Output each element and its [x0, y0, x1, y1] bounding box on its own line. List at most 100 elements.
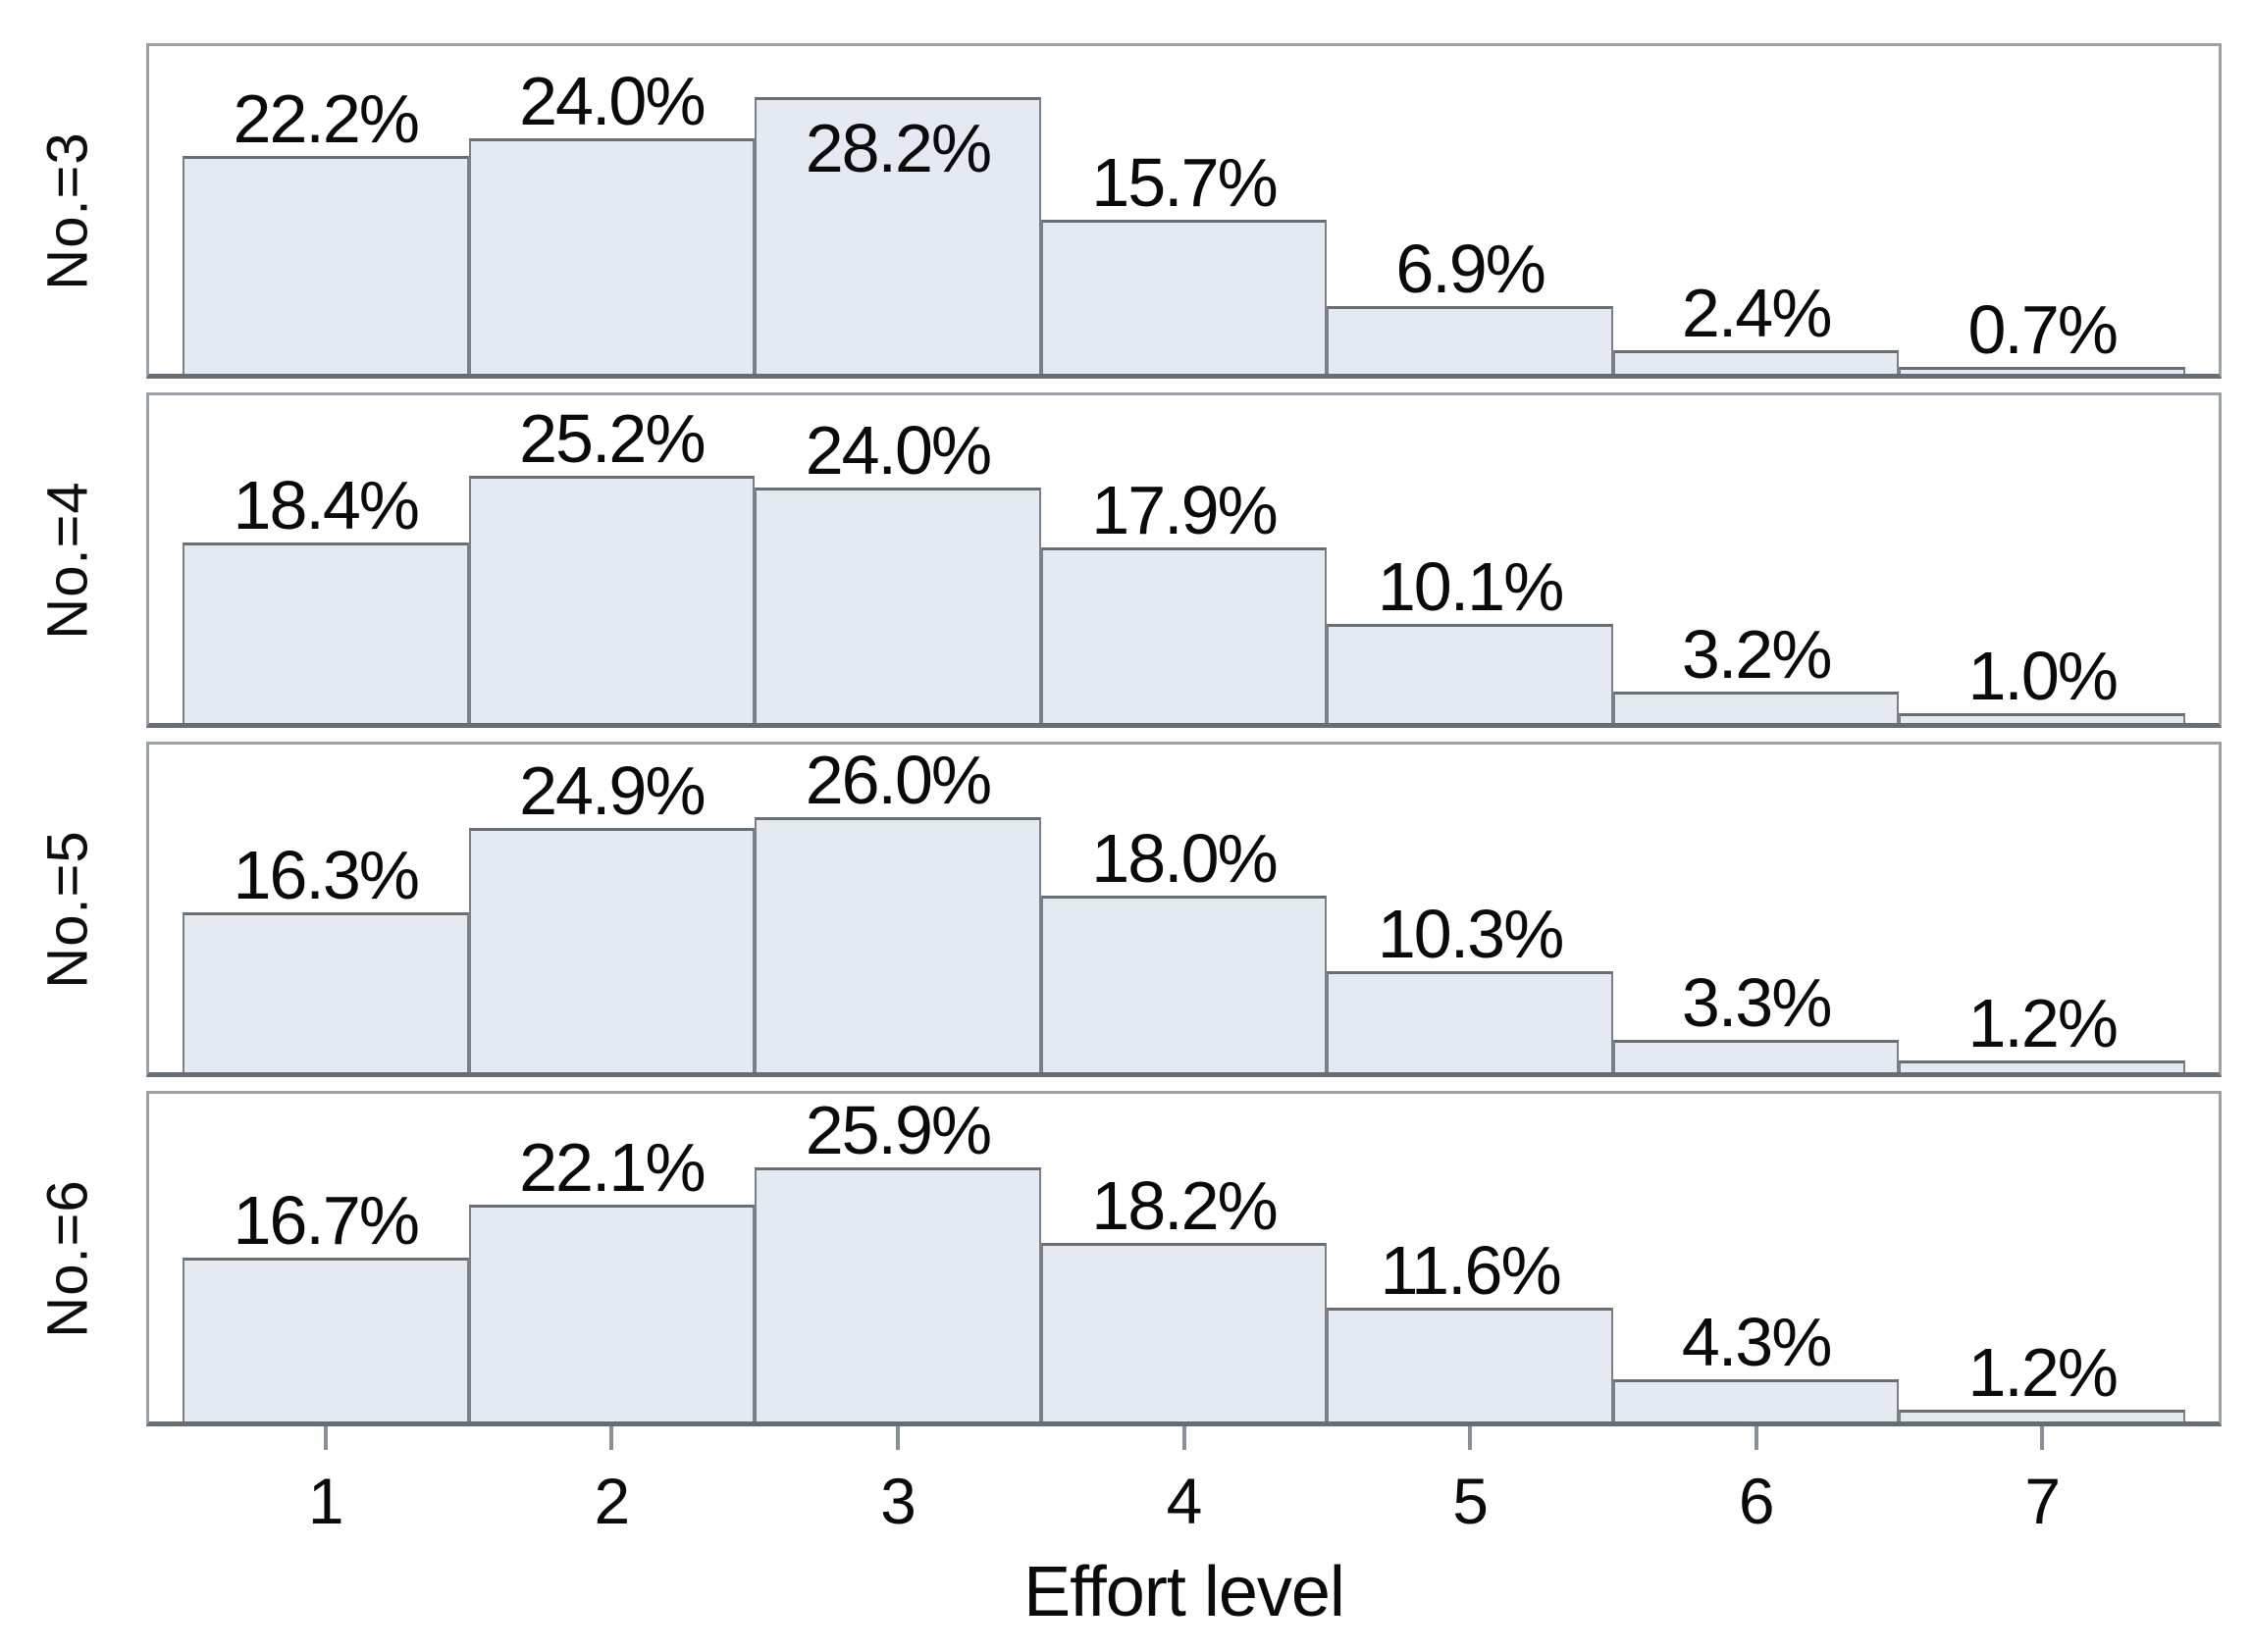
- bar: 22.2%: [183, 84, 469, 374]
- bar: 25.2%: [468, 404, 756, 723]
- bar: 3.3%: [1612, 968, 1900, 1072]
- facet-panel: 18.4% 25.2% 24.0% 17.9% 10.1% 3.2% 1.0%: [146, 392, 2222, 728]
- bar-value-label: 16.3%: [233, 836, 420, 913]
- tick-cell: 3: [755, 1426, 1041, 1538]
- bar: 28.2%: [755, 97, 1041, 374]
- bar: 16.7%: [183, 1186, 469, 1421]
- facet-ylabel-cell: No.=3: [0, 43, 146, 379]
- tick-cell: 6: [1613, 1426, 1900, 1538]
- bar: 4.3%: [1612, 1308, 1900, 1421]
- bar-value-label: 18.2%: [1091, 1166, 1278, 1244]
- facet-panel: 16.7% 22.1% 25.9% 18.2% 11.6% 4.3% 1.2%: [146, 1091, 2222, 1426]
- bar-value-label: 4.3%: [1681, 1303, 1833, 1380]
- bar: 22.1%: [468, 1133, 756, 1421]
- bar: 3.2%: [1612, 620, 1900, 723]
- tick-mark: [323, 1426, 328, 1450]
- facet-panel: 16.3% 24.9% 26.0% 18.0% 10.3% 3.3% 1.2%: [146, 742, 2222, 1077]
- bar: 18.2%: [1040, 1171, 1328, 1421]
- facet-panel: 22.2% 24.0% 28.2% 15.7% 6.9% 2.4% 0.7%: [146, 43, 2222, 379]
- bar-value-label: 17.9%: [1091, 471, 1278, 548]
- bar-value-label: 2.4%: [1681, 274, 1833, 351]
- tick-cell: 4: [1041, 1426, 1328, 1538]
- bar: 24.9%: [468, 756, 756, 1072]
- bar: 10.1%: [1327, 552, 1613, 723]
- x-axis-ticks-row: 1 2 3 4 5 6 7: [146, 1426, 2222, 1538]
- tick-label: 7: [2024, 1465, 2061, 1537]
- bar-value-label: 1.0%: [1967, 637, 2119, 714]
- tick-label: 1: [307, 1465, 344, 1537]
- facet-ylabel-cell: No.=5: [0, 742, 146, 1077]
- bar: 6.9%: [1327, 234, 1613, 374]
- bar-value-label: 10.1%: [1377, 547, 1564, 625]
- tick-label: 2: [594, 1465, 631, 1537]
- tick-label: 4: [1166, 1465, 1203, 1537]
- tick-mark: [1754, 1426, 1758, 1450]
- facet-ylabel: No.=5: [35, 830, 100, 989]
- tick-cell: 1: [183, 1426, 469, 1538]
- tick-mark: [609, 1426, 614, 1450]
- facet-ylabel-cell: No.=6: [0, 1091, 146, 1426]
- panel-row: No.=4 18.4% 25.2% 24.0% 17.9% 10.1% 3.2% 1.0%: [0, 392, 2222, 728]
- bar-value-label: 22.1%: [519, 1128, 706, 1206]
- bar: 25.9%: [755, 1096, 1041, 1421]
- tick-cell: 5: [1327, 1426, 1613, 1538]
- bar: 0.7%: [1899, 295, 2186, 374]
- bar: 18.0%: [1040, 824, 1328, 1072]
- bar-value-label: 25.2%: [519, 399, 706, 477]
- bar: 15.7%: [1040, 148, 1328, 374]
- bar-value-label: 28.2%: [805, 110, 992, 186]
- facet-ylabel: No.=4: [35, 481, 100, 640]
- tick-mark: [1181, 1426, 1186, 1450]
- bar-value-label: 11.6%: [1380, 1231, 1561, 1309]
- tick-cell: 2: [469, 1426, 756, 1538]
- bar-value-label: 25.9%: [805, 1091, 992, 1168]
- panel-row: No.=6 16.7% 22.1% 25.9% 18.2% 11.6% 4.3% 1.2%: [0, 1091, 2222, 1426]
- facet-ylabel-cell: No.=4: [0, 392, 146, 728]
- bar-value-label: 0.7%: [1967, 290, 2119, 368]
- bar: 2.4%: [1612, 279, 1900, 374]
- tick-label: 5: [1452, 1465, 1489, 1537]
- tick-label: 6: [1738, 1465, 1775, 1537]
- bar: 1.2%: [1899, 989, 2186, 1072]
- tick-mark: [895, 1426, 900, 1450]
- bar: 17.9%: [1040, 476, 1328, 723]
- bar: 24.0%: [755, 416, 1041, 723]
- bar: 24.0%: [468, 67, 756, 374]
- x-axis: 1 2 3 4 5 6 7: [146, 1426, 2222, 1538]
- bar-value-label: 1.2%: [1967, 984, 2119, 1061]
- bar: 18.4%: [183, 471, 469, 723]
- panel-row: No.=5 16.3% 24.9% 26.0% 18.0% 10.3% 3.3% 1.2%: [0, 742, 2222, 1077]
- bar-value-label: 3.3%: [1681, 963, 1833, 1041]
- bar: 10.3%: [1327, 900, 1613, 1072]
- bar: 1.0%: [1899, 642, 2186, 723]
- x-axis-title: Effort level: [1023, 1553, 1345, 1631]
- bar: 11.6%: [1327, 1236, 1613, 1421]
- tick-mark: [2040, 1426, 2045, 1450]
- bar: 1.2%: [1899, 1338, 2186, 1421]
- facet-ylabel: No.=3: [35, 131, 100, 290]
- panel-row: No.=3 22.2% 24.0% 28.2% 15.7% 6.9% 2.4% 0.7%: [0, 43, 2222, 379]
- bar-value-label: 10.3%: [1377, 895, 1564, 972]
- bars-container: 22.2% 24.0% 28.2% 15.7% 6.9% 2.4% 0.7%: [149, 46, 2219, 374]
- bar-value-label: 6.9%: [1395, 230, 1546, 307]
- bar-value-label: 22.2%: [233, 79, 420, 157]
- bar: 16.3%: [183, 841, 469, 1072]
- bar-value-label: 16.7%: [233, 1181, 420, 1259]
- bar-value-label: 18.0%: [1091, 819, 1278, 897]
- bar-value-label: 15.7%: [1091, 143, 1278, 221]
- tick-cell: 7: [1899, 1426, 2185, 1538]
- bars-container: 16.7% 22.1% 25.9% 18.2% 11.6% 4.3% 1.2%: [149, 1094, 2219, 1421]
- bar-value-label: 26.0%: [805, 741, 992, 818]
- tick-label: 3: [880, 1465, 917, 1537]
- bar-value-label: 1.2%: [1967, 1333, 2119, 1411]
- bar: 26.0%: [755, 746, 1041, 1072]
- bar-value-label: 24.0%: [519, 62, 706, 139]
- bars-container: 18.4% 25.2% 24.0% 17.9% 10.1% 3.2% 1.0%: [149, 395, 2219, 723]
- facet-panels-container: No.=3 22.2% 24.0% 28.2% 15.7% 6.9% 2.4% 0.7% No.…: [0, 43, 2222, 1426]
- bar-value-label: 24.0%: [805, 411, 992, 489]
- bar-value-label: 18.4%: [233, 466, 420, 543]
- tick-mark: [1468, 1426, 1473, 1450]
- bar-value-label: 24.9%: [519, 751, 706, 829]
- facet-ylabel: No.=6: [35, 1179, 100, 1338]
